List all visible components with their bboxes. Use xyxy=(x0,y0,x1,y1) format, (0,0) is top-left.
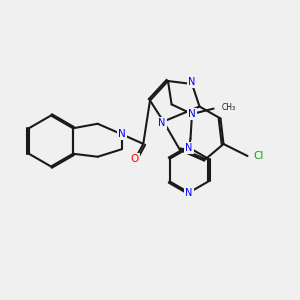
Text: N: N xyxy=(188,109,196,119)
Text: Cl: Cl xyxy=(253,151,263,161)
Text: N: N xyxy=(158,118,166,128)
Text: N: N xyxy=(185,188,193,198)
Text: N: N xyxy=(188,76,196,87)
Text: N: N xyxy=(185,142,193,153)
Text: N: N xyxy=(118,129,126,139)
Text: CH₃: CH₃ xyxy=(222,103,236,112)
Text: O: O xyxy=(131,154,139,164)
